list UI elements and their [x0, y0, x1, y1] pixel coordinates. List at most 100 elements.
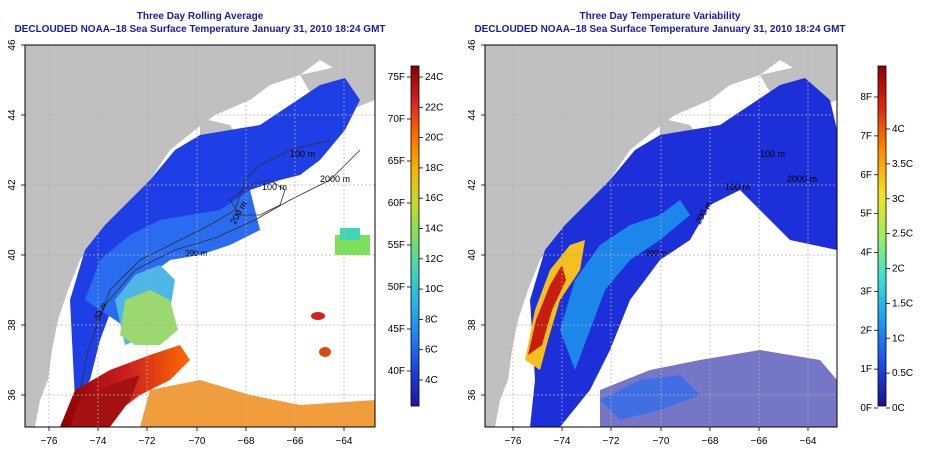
colorbar-c-label: 1.5C — [892, 298, 913, 309]
right-map — [485, 45, 837, 427]
left-shelf-water — [70, 78, 360, 400]
colorbar-f-label: 8F — [860, 92, 872, 103]
left-warm-spot-2 — [319, 347, 331, 357]
left-lon-axis: −76 −74 −72 −70 −68 −66 −64 — [41, 427, 353, 447]
right-contour-label-2: 2000 m — [787, 174, 817, 184]
right-peak-variability — [528, 265, 566, 355]
lat-tick-label: 36 — [7, 389, 18, 401]
colorbar-c-label: 1C — [892, 333, 905, 344]
colorbar-c-label: 14C — [425, 224, 443, 235]
left-contour-label-2: 2000 m — [320, 174, 350, 184]
left-warm-core — [70, 375, 140, 427]
lon-tick-label: −70 — [653, 436, 670, 447]
lon-tick-label: −74 — [554, 436, 571, 447]
left-colorbar-c-labels: 24C 22C 20C 18C 16C 14C 12C 10C 8C 6C 4C — [419, 72, 443, 386]
left-contour-label-5: 200 m — [185, 249, 208, 258]
lat-tick-label: 38 — [467, 319, 478, 331]
colorbar-c-label: 2.5C — [892, 229, 913, 240]
colorbar-f-label: 6F — [860, 170, 872, 181]
colorbar-c-label: 22C — [425, 102, 443, 113]
colorbar-f-label: 55F — [388, 240, 405, 251]
left-map — [25, 45, 375, 427]
left-contour-label-1: 100 m — [290, 149, 315, 159]
left-title: Three Day Rolling Average DECLOUDED NOAA… — [0, 10, 400, 36]
colorbar-f-label: 7F — [860, 131, 872, 142]
right-coastal-blue — [600, 375, 700, 420]
colorbar-c-label: 6C — [425, 345, 438, 356]
colorbar-f-label: 50F — [388, 282, 405, 293]
lon-tick-label: −66 — [287, 436, 304, 447]
lat-tick-label: 46 — [467, 39, 478, 51]
lon-tick-label: −72 — [139, 436, 156, 447]
right-colorbar-c-labels: 4C 3.5C 3C 2.5C 2C 1.5C 1C 0.5C 0C — [886, 124, 913, 414]
right-low-variability — [530, 78, 837, 427]
colorbar-f-label: 1F — [860, 364, 872, 375]
lat-tick-label: 36 — [467, 389, 478, 401]
left-contour-100m — [94, 139, 331, 331]
left-title-line2: DECLOUDED NOAA–18 Sea Surface Temperatur… — [14, 24, 386, 35]
lat-tick-label: 38 — [7, 319, 18, 331]
colorbar-c-label: 4C — [425, 375, 438, 386]
lon-tick-label: −68 — [702, 436, 719, 447]
lat-tick-label: 44 — [467, 109, 478, 121]
lon-tick-label: −74 — [90, 436, 107, 447]
lon-tick-label: −68 — [238, 436, 255, 447]
colorbar-f-label: 75F — [388, 72, 405, 83]
lat-tick-label: 46 — [7, 39, 18, 51]
colorbar-c-label: 12C — [425, 254, 443, 265]
colorbar-c-label: 3C — [892, 194, 905, 205]
right-colorbar-f-labels: 8F 7F 6F 5F 4F 3F 2F 1F 0F — [860, 92, 878, 414]
lon-tick-label: −76 — [41, 436, 58, 447]
lon-tick-label: −64 — [336, 436, 353, 447]
right-land — [485, 45, 837, 427]
lon-tick-label: −72 — [603, 436, 620, 447]
left-colorbar-f-labels: 75F 70F 65F 60F 55F 50F 45F 40F — [388, 72, 411, 377]
left-land — [25, 45, 375, 427]
left-eddy-edge — [340, 228, 360, 240]
lat-tick-label: 42 — [7, 179, 18, 191]
colorbar-f-label: 3F — [860, 286, 872, 297]
colorbar-c-label: 18C — [425, 163, 443, 174]
colorbar-c-label: 2C — [892, 264, 905, 275]
left-title-line1: Three Day Rolling Average — [136, 11, 264, 22]
right-contour-label-1: 100 m — [760, 149, 785, 159]
colorbar-f-label: 60F — [388, 198, 405, 209]
left-lat-axis: 46 44 42 40 38 36 — [7, 39, 25, 401]
left-contour-2000m — [77, 149, 361, 401]
right-title: Three Day Temperature Variability DECLOU… — [460, 10, 860, 36]
colorbar-f-label: 40F — [388, 366, 405, 377]
colorbar-c-label: 16C — [425, 193, 443, 204]
left-colorbar — [410, 65, 420, 407]
colorbar-c-label: 0C — [892, 403, 905, 414]
colorbar-c-label: 20C — [425, 133, 443, 144]
lon-tick-label: −70 — [189, 436, 206, 447]
lat-tick-label: 42 — [467, 179, 478, 191]
colorbar-c-label: 4C — [892, 124, 905, 135]
colorbar-f-label: 5F — [860, 209, 872, 220]
right-title-line2: DECLOUDED NOAA–18 Sea Surface Temperatur… — [474, 24, 846, 35]
right-mid-variability — [560, 200, 690, 370]
left-map-frame — [24, 44, 376, 428]
colorbar-f-label: 65F — [388, 156, 405, 167]
lon-tick-label: −66 — [751, 436, 768, 447]
lon-tick-label: −76 — [505, 436, 522, 447]
colorbar-f-label: 0F — [860, 403, 872, 414]
right-contour-label-5: 200 m — [645, 249, 668, 258]
lon-tick-label: −64 — [800, 436, 817, 447]
left-warm-slope — [120, 290, 178, 345]
colorbar-c-label: 24C — [425, 72, 443, 83]
colorbar-f-label: 2F — [860, 325, 872, 336]
left-warm-spot — [311, 312, 325, 320]
colorbar-c-label: 8C — [425, 314, 438, 325]
colorbar-c-label: 10C — [425, 284, 443, 295]
right-contour-label-3: 100 m — [725, 182, 750, 192]
left-contour-200m — [229, 179, 286, 216]
colorbar-c-label: 0.5C — [892, 368, 913, 379]
lat-tick-label: 40 — [7, 249, 18, 261]
colorbar-c-label: 3.5C — [892, 159, 913, 170]
colorbar-f-label: 70F — [388, 114, 405, 125]
left-gulf-stream-orange — [140, 380, 375, 427]
right-lon-axis: −76 −74 −72 −70 −68 −66 −64 — [505, 427, 817, 447]
right-lat-axis: 46 44 42 40 38 36 — [467, 39, 485, 401]
